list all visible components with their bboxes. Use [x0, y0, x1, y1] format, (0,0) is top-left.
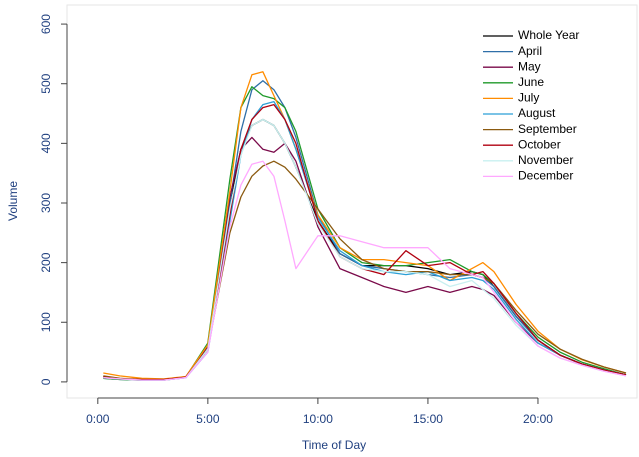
- series-line: [103, 118, 627, 381]
- y-tick-label: 300: [39, 193, 53, 213]
- x-tick-label: 0:00: [86, 412, 110, 426]
- series-line: [103, 71, 627, 380]
- x-tick-label: 10:00: [303, 412, 333, 426]
- legend-label: August: [518, 106, 556, 120]
- legend-label: December: [518, 169, 573, 183]
- x-tick-label: 20:00: [523, 412, 553, 426]
- plot-box: [66, 4, 638, 399]
- legend-label: October: [518, 137, 561, 151]
- x-axis-label: Time of Day: [302, 438, 366, 452]
- legend-label: September: [518, 122, 577, 136]
- legend-label: Whole Year: [518, 28, 579, 42]
- y-tick-label: 0: [39, 378, 53, 385]
- y-tick-label: 500: [39, 73, 53, 93]
- y-tick-label: 200: [39, 252, 53, 272]
- legend-label: May: [518, 59, 541, 73]
- y-tick-label: 400: [39, 133, 53, 153]
- x-tick-label: 5:00: [196, 412, 220, 426]
- legend-label: April: [518, 44, 542, 58]
- x-tick-label: 15:00: [413, 412, 443, 426]
- y-tick-label: 100: [39, 312, 53, 332]
- y-tick-label: 600: [39, 14, 53, 34]
- y-axis-label: Volume: [6, 181, 20, 221]
- series-line: [103, 160, 627, 381]
- legend-label: June: [518, 75, 544, 89]
- legend-label: July: [518, 91, 539, 105]
- legend-label: November: [518, 153, 573, 167]
